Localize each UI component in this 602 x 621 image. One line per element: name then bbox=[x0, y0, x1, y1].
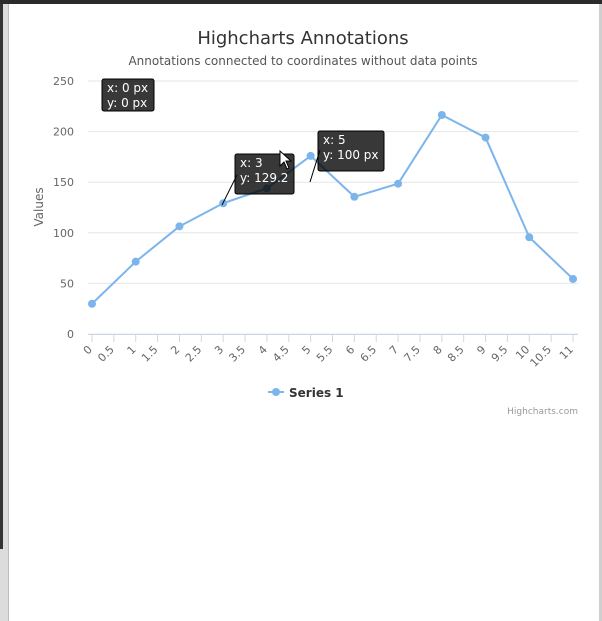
x-tick-label: 2.5 bbox=[183, 343, 205, 365]
data-point[interactable] bbox=[394, 179, 403, 188]
x-tick-label: 4 bbox=[256, 343, 270, 357]
y-axis-title: Values bbox=[32, 187, 46, 226]
annotation-box bbox=[317, 130, 385, 172]
annotation-label[interactable]: x: 3y: 129.2 bbox=[221, 153, 295, 206]
data-point[interactable] bbox=[131, 257, 140, 266]
x-axis: 0 0.5 1 1.5 2 2.5 3 3.5 4 4.5 5 5.5 6 6.5 7 7.5 8 8.5 9 9.5… bbox=[81, 334, 578, 370]
right-border bbox=[599, 4, 602, 621]
x-tick-label: 6.5 bbox=[358, 343, 380, 365]
x-tick-label: 6 bbox=[343, 343, 357, 357]
annotations-layer: x: 0 pxy: 0 px x: 3y: 129.2 x: 5y: 100 px bbox=[101, 78, 385, 206]
data-point[interactable] bbox=[88, 299, 96, 308]
data-point[interactable] bbox=[569, 274, 577, 283]
data-point[interactable] bbox=[525, 233, 534, 242]
x-tick-label: 9.5 bbox=[489, 343, 511, 365]
data-point[interactable] bbox=[306, 151, 315, 160]
legend-marker-symbol bbox=[272, 388, 280, 396]
mouse-cursor-icon bbox=[279, 149, 293, 170]
data-point[interactable] bbox=[437, 111, 446, 120]
x-tick-label: 1 bbox=[125, 343, 139, 357]
x-tick-label: 5 bbox=[299, 343, 313, 357]
x-tick-label: 0.5 bbox=[95, 343, 117, 365]
annotation-label[interactable]: x: 5y: 100 px bbox=[309, 130, 385, 183]
chart-subtitle: Annotations connected to coordinates wit… bbox=[128, 54, 477, 68]
y-tick-label: 150 bbox=[53, 176, 74, 189]
x-tick-label: 2 bbox=[168, 343, 182, 357]
y-tick-label: 100 bbox=[53, 227, 74, 240]
annotation-label[interactable]: x: 0 pxy: 0 px bbox=[101, 78, 155, 112]
y-tick-label: 250 bbox=[53, 75, 74, 88]
left-scrollbar-thumb[interactable] bbox=[0, 4, 3, 549]
data-point[interactable] bbox=[481, 133, 490, 142]
annotation-text-line: x: 5 bbox=[323, 133, 346, 147]
annotation-text-line: y: 0 px bbox=[107, 96, 147, 110]
annotation-text-line: y: 129.2 bbox=[240, 171, 288, 185]
y-tick-label: 50 bbox=[60, 277, 74, 290]
x-tick-label: 10.5 bbox=[528, 343, 555, 370]
annotation-text-line: x: 3 bbox=[240, 156, 263, 170]
annotation-text-line: x: 0 px bbox=[107, 81, 148, 95]
series-line bbox=[91, 114, 574, 305]
y-tick-label: 0 bbox=[67, 328, 74, 341]
left-scrollbar-track[interactable] bbox=[0, 4, 9, 621]
x-tick-label: 8 bbox=[431, 343, 445, 357]
data-point[interactable] bbox=[350, 192, 359, 201]
x-tick-label: 7 bbox=[387, 343, 401, 357]
x-tick-label: 0 bbox=[81, 343, 95, 357]
x-tick-label: 7.5 bbox=[401, 343, 423, 365]
legend-series-label[interactable]: Series 1 bbox=[289, 386, 344, 400]
annotation-box bbox=[234, 153, 295, 195]
x-tick-label: 9 bbox=[474, 343, 488, 357]
annotation-text-line: y: 100 px bbox=[323, 148, 379, 162]
y-tick-label: 200 bbox=[53, 126, 74, 139]
grid-lines bbox=[88, 80, 578, 335]
x-tick-label: 4.5 bbox=[270, 343, 292, 365]
x-tick-label: 1.5 bbox=[139, 343, 161, 365]
series-layer bbox=[88, 111, 577, 308]
x-tick-label: 3.5 bbox=[226, 343, 248, 365]
x-tick-label: 3 bbox=[212, 343, 226, 357]
y-axis-labels: 0 50 100 150 200 250 bbox=[53, 75, 74, 341]
x-tick-label: 5.5 bbox=[314, 343, 336, 365]
x-tick-label: 8.5 bbox=[445, 343, 467, 365]
window-top-border bbox=[0, 0, 602, 4]
x-tick-label: 11 bbox=[557, 343, 576, 362]
chart-title: Highcharts Annotations bbox=[197, 28, 408, 49]
annotation-box bbox=[101, 78, 155, 112]
legend[interactable]: Series 1 bbox=[268, 386, 344, 400]
credits-link[interactable]: Highcharts.com bbox=[507, 407, 578, 417]
data-point[interactable] bbox=[175, 222, 184, 231]
